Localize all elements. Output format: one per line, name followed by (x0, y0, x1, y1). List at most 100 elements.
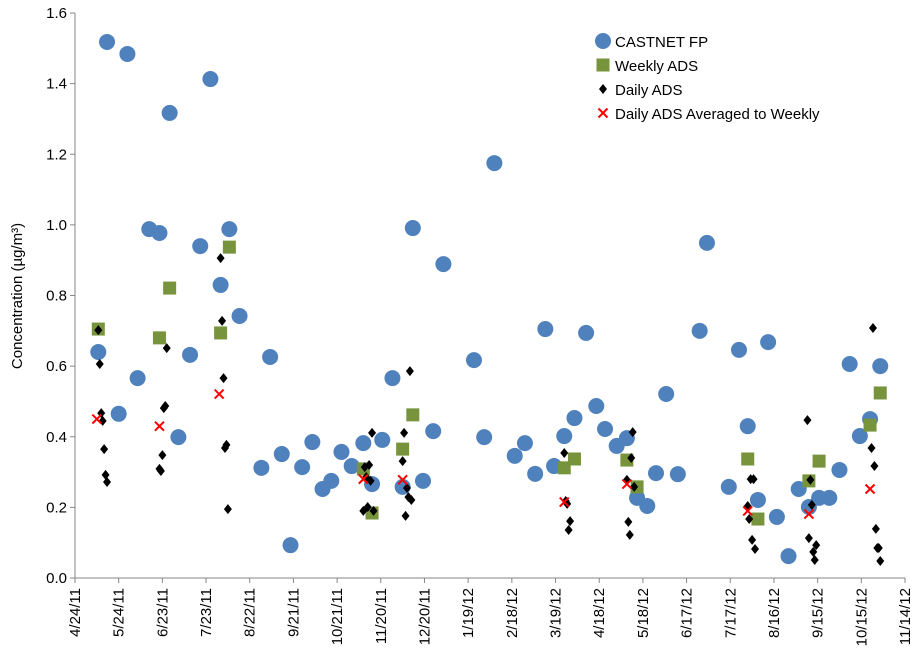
point (294, 459, 311, 476)
point (425, 423, 442, 440)
point (358, 473, 369, 485)
y-tick-label: 0.0 (46, 570, 67, 587)
point (751, 544, 760, 555)
point (219, 373, 228, 384)
point (621, 478, 633, 490)
point (876, 556, 885, 567)
point (742, 505, 753, 517)
point (223, 504, 232, 515)
point (731, 341, 747, 358)
point (218, 315, 227, 326)
point (405, 366, 414, 377)
point (304, 434, 321, 451)
x-tick-label: 1/19/12 (460, 588, 477, 638)
point (91, 413, 103, 425)
point (213, 388, 225, 400)
legend-label: Weekly ADS (615, 58, 698, 75)
point (639, 497, 656, 514)
point (748, 534, 757, 545)
point (154, 420, 165, 432)
point (648, 465, 664, 482)
x-tick-label: 6/17/12 (679, 588, 696, 638)
point (809, 546, 818, 557)
point (557, 461, 571, 475)
point (192, 238, 209, 255)
point (156, 466, 165, 477)
point (506, 447, 523, 464)
point (222, 240, 236, 254)
point (751, 512, 765, 526)
point (745, 514, 754, 525)
x-tick-label: 11/20/11 (373, 588, 390, 644)
point (863, 418, 877, 432)
point (355, 435, 372, 452)
point (465, 352, 482, 369)
point (273, 446, 290, 463)
point (369, 505, 378, 516)
x-tick-label: 5/18/12 (635, 588, 652, 638)
point (282, 537, 299, 554)
x-tick-label: 9/15/12 (810, 588, 827, 638)
x-tick-label: 10/15/12 (853, 588, 870, 646)
point (628, 427, 637, 438)
point (162, 343, 171, 354)
y-tick-label: 1.6 (46, 5, 67, 22)
point (170, 429, 187, 446)
point (559, 496, 570, 508)
point (780, 548, 797, 565)
point (821, 489, 838, 506)
point (807, 499, 816, 510)
point (624, 516, 633, 527)
point (202, 71, 219, 88)
point (588, 398, 605, 415)
point (516, 435, 533, 452)
point (400, 427, 409, 438)
point (691, 322, 708, 339)
point (99, 33, 116, 50)
point (810, 554, 819, 565)
x-tick-label: 2/18/12 (504, 588, 521, 638)
point (398, 456, 407, 467)
x-tick-label: 8/16/12 (766, 588, 783, 638)
point (669, 466, 686, 483)
point (760, 334, 777, 351)
x-tick-label: 7/17/12 (722, 588, 739, 638)
point (366, 475, 375, 486)
point (720, 478, 737, 495)
point (94, 325, 103, 336)
point (564, 524, 573, 535)
point (151, 224, 168, 241)
point (403, 482, 411, 493)
point (100, 444, 109, 455)
point (415, 472, 432, 489)
point (476, 429, 493, 446)
point (749, 491, 766, 508)
x-tick-label: 4/24/11 (67, 588, 84, 637)
point (560, 447, 569, 458)
point (161, 104, 178, 121)
point (872, 358, 889, 375)
legend-label: Daily ADS (615, 82, 683, 99)
point (253, 459, 270, 476)
point (363, 502, 372, 513)
point (119, 45, 136, 62)
y-tick-label: 0.6 (46, 358, 67, 375)
point (578, 324, 595, 341)
point (870, 461, 879, 472)
x-tick-label: 4/18/12 (591, 588, 608, 638)
y-tick-label: 1.4 (46, 76, 67, 93)
point (698, 234, 715, 251)
point (812, 540, 821, 551)
point (486, 155, 503, 172)
x-tick-label: 10/21/11 (329, 588, 346, 645)
point (182, 346, 199, 363)
point (161, 401, 170, 412)
point (627, 452, 636, 463)
point (262, 348, 279, 365)
point (163, 281, 177, 295)
y-axis-label: Concentration (µg/m³) (9, 223, 26, 369)
point (221, 221, 238, 238)
point (152, 331, 166, 345)
point (231, 307, 248, 324)
point (214, 326, 228, 340)
